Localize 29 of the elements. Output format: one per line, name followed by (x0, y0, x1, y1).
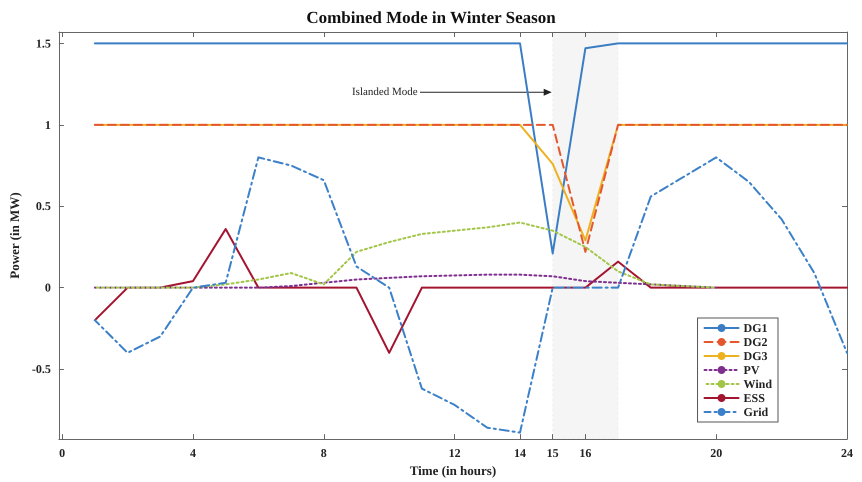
chart-title: Combined Mode in Winter Season (306, 8, 556, 27)
x-tick-label: 16 (579, 446, 592, 460)
line-series (94, 222, 718, 289)
y-tick-label: 0 (44, 280, 51, 295)
x-tick-label: 14 (514, 446, 526, 460)
annotation: Islanded Mode (352, 86, 418, 98)
x-tick-label: 4 (190, 446, 196, 460)
line-series (94, 228, 848, 354)
x-tick-label: 15 (546, 446, 559, 460)
x-tick-label: 12 (448, 446, 461, 460)
y-axis-title: Power (in MW) (7, 192, 22, 279)
x-tick-label: 24 (841, 446, 853, 460)
legend-label: DG3 (744, 349, 768, 363)
legend-label: Grid (744, 405, 769, 419)
y-tick-label: 1 (44, 118, 51, 132)
y-tick-label: 1.5 (36, 36, 51, 50)
line-series (94, 274, 718, 289)
legend-label: Wind (744, 377, 772, 391)
x-tick-label: 8 (320, 446, 327, 460)
y-tick-label: -0.5 (32, 362, 51, 376)
x-tick-label: 20 (710, 446, 722, 460)
legend-label: DG1 (744, 321, 768, 335)
legend-label: DG2 (744, 335, 768, 349)
x-tick-label: 0 (59, 446, 66, 460)
line-series (94, 156, 848, 434)
legend-label: ESS (744, 391, 766, 405)
y-tick-label: 0.5 (36, 199, 51, 214)
x-axis-title: Time (in hours) (410, 463, 496, 478)
legend-label: PV (744, 363, 760, 377)
